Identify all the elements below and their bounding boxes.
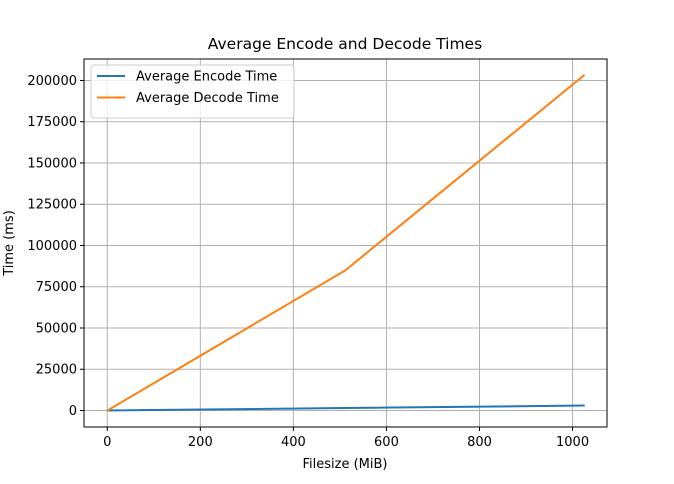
x-tick-label: 400 (281, 435, 306, 450)
y-tick-label: 50000 (36, 321, 77, 336)
y-tick-label: 175000 (27, 115, 77, 130)
y-tick-label: 0 (69, 404, 77, 419)
legend: Average Encode Time Average Decode Time (90, 64, 295, 119)
x-axis-ticks: 0 200 400 600 800 1000 (103, 427, 589, 450)
grid-lines (84, 59, 607, 427)
chart-title: Average Encode and Decode Times (208, 35, 482, 53)
y-axis-ticks: 0 25000 50000 75000 100000 125000 150000 175000… (27, 74, 84, 419)
legend-label: Average Decode Time (136, 91, 279, 106)
series-lines (106, 74, 586, 412)
x-tick-label: 1000 (556, 435, 589, 450)
series-line-2 (106, 74, 586, 412)
plot-area-frame (83, 58, 608, 428)
y-axis-label: Time (ms) (2, 210, 17, 277)
legend-label: Average Encode Time (136, 70, 277, 85)
y-tick-label: 75000 (36, 280, 77, 295)
x-tick-label: 600 (374, 435, 399, 450)
y-tick-label: 200000 (27, 74, 77, 89)
legend-box (90, 64, 295, 119)
series-line-1 (106, 404, 585, 412)
x-tick-label: 800 (467, 435, 492, 450)
x-tick-label: 200 (188, 435, 213, 450)
y-tick-label: 150000 (27, 156, 77, 171)
y-tick-label: 100000 (27, 239, 77, 254)
y-tick-label: 25000 (36, 363, 77, 378)
y-tick-label: 125000 (27, 198, 77, 213)
x-axis-label: Filesize (MiB) (303, 457, 388, 472)
x-tick-label: 0 (103, 435, 111, 450)
